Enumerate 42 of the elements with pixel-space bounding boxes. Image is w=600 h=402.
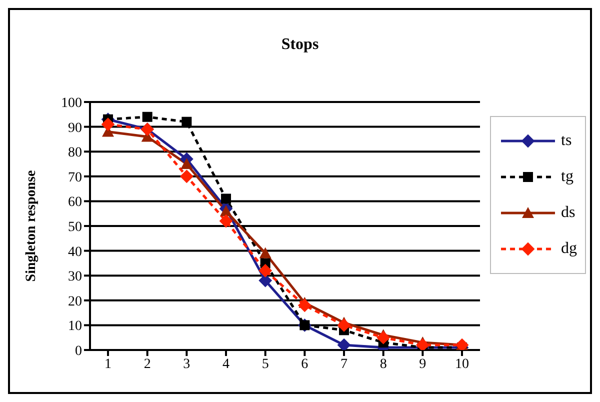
x-tick-label: 4: [222, 356, 230, 372]
point: [220, 205, 232, 216]
x-tick-label: 7: [340, 356, 348, 372]
point: [259, 247, 272, 258]
point: [338, 338, 350, 350]
point: [258, 264, 272, 278]
y-tick-label: 90: [68, 120, 82, 136]
point: [142, 112, 152, 122]
y-tick-label: 0: [75, 344, 82, 359]
x-tick-label: 3: [183, 356, 190, 372]
x-tick-label: 10: [455, 356, 469, 372]
y-tick-label: 20: [68, 294, 82, 310]
y-tick-label: 30: [68, 270, 82, 285]
legend-label: ds: [561, 204, 576, 222]
x-tick-label: 8: [380, 356, 387, 372]
point: [376, 331, 390, 344]
y-tick-label: 50: [68, 220, 82, 235]
point: [180, 158, 193, 169]
x-tick-label: 5: [262, 356, 269, 372]
x-tick-label: 9: [419, 356, 426, 372]
point: [220, 214, 232, 228]
y-axis-title: Singleton response: [24, 170, 39, 282]
legend-label: ts: [561, 132, 572, 150]
y-tick-label: 100: [61, 96, 82, 111]
point: [338, 318, 350, 332]
point: [298, 298, 312, 312]
x-tick-label: 1: [104, 356, 112, 372]
x-tick-label: 6: [301, 356, 308, 372]
y-tick-label: 60: [68, 195, 82, 210]
point: [102, 118, 114, 131]
y-tick-label: 80: [68, 146, 82, 161]
legend-label: tg: [561, 168, 574, 186]
point: [221, 194, 231, 204]
point: [182, 116, 192, 127]
legend-label: dg: [561, 240, 577, 258]
x-tick-label: 2: [144, 356, 151, 372]
chart-title: Stops: [280, 36, 320, 54]
y-tick-label: 10: [68, 319, 82, 334]
point: [180, 170, 194, 183]
point: [258, 274, 272, 288]
y-tick-label: 70: [68, 170, 82, 186]
y-tick-label: 40: [68, 244, 82, 260]
